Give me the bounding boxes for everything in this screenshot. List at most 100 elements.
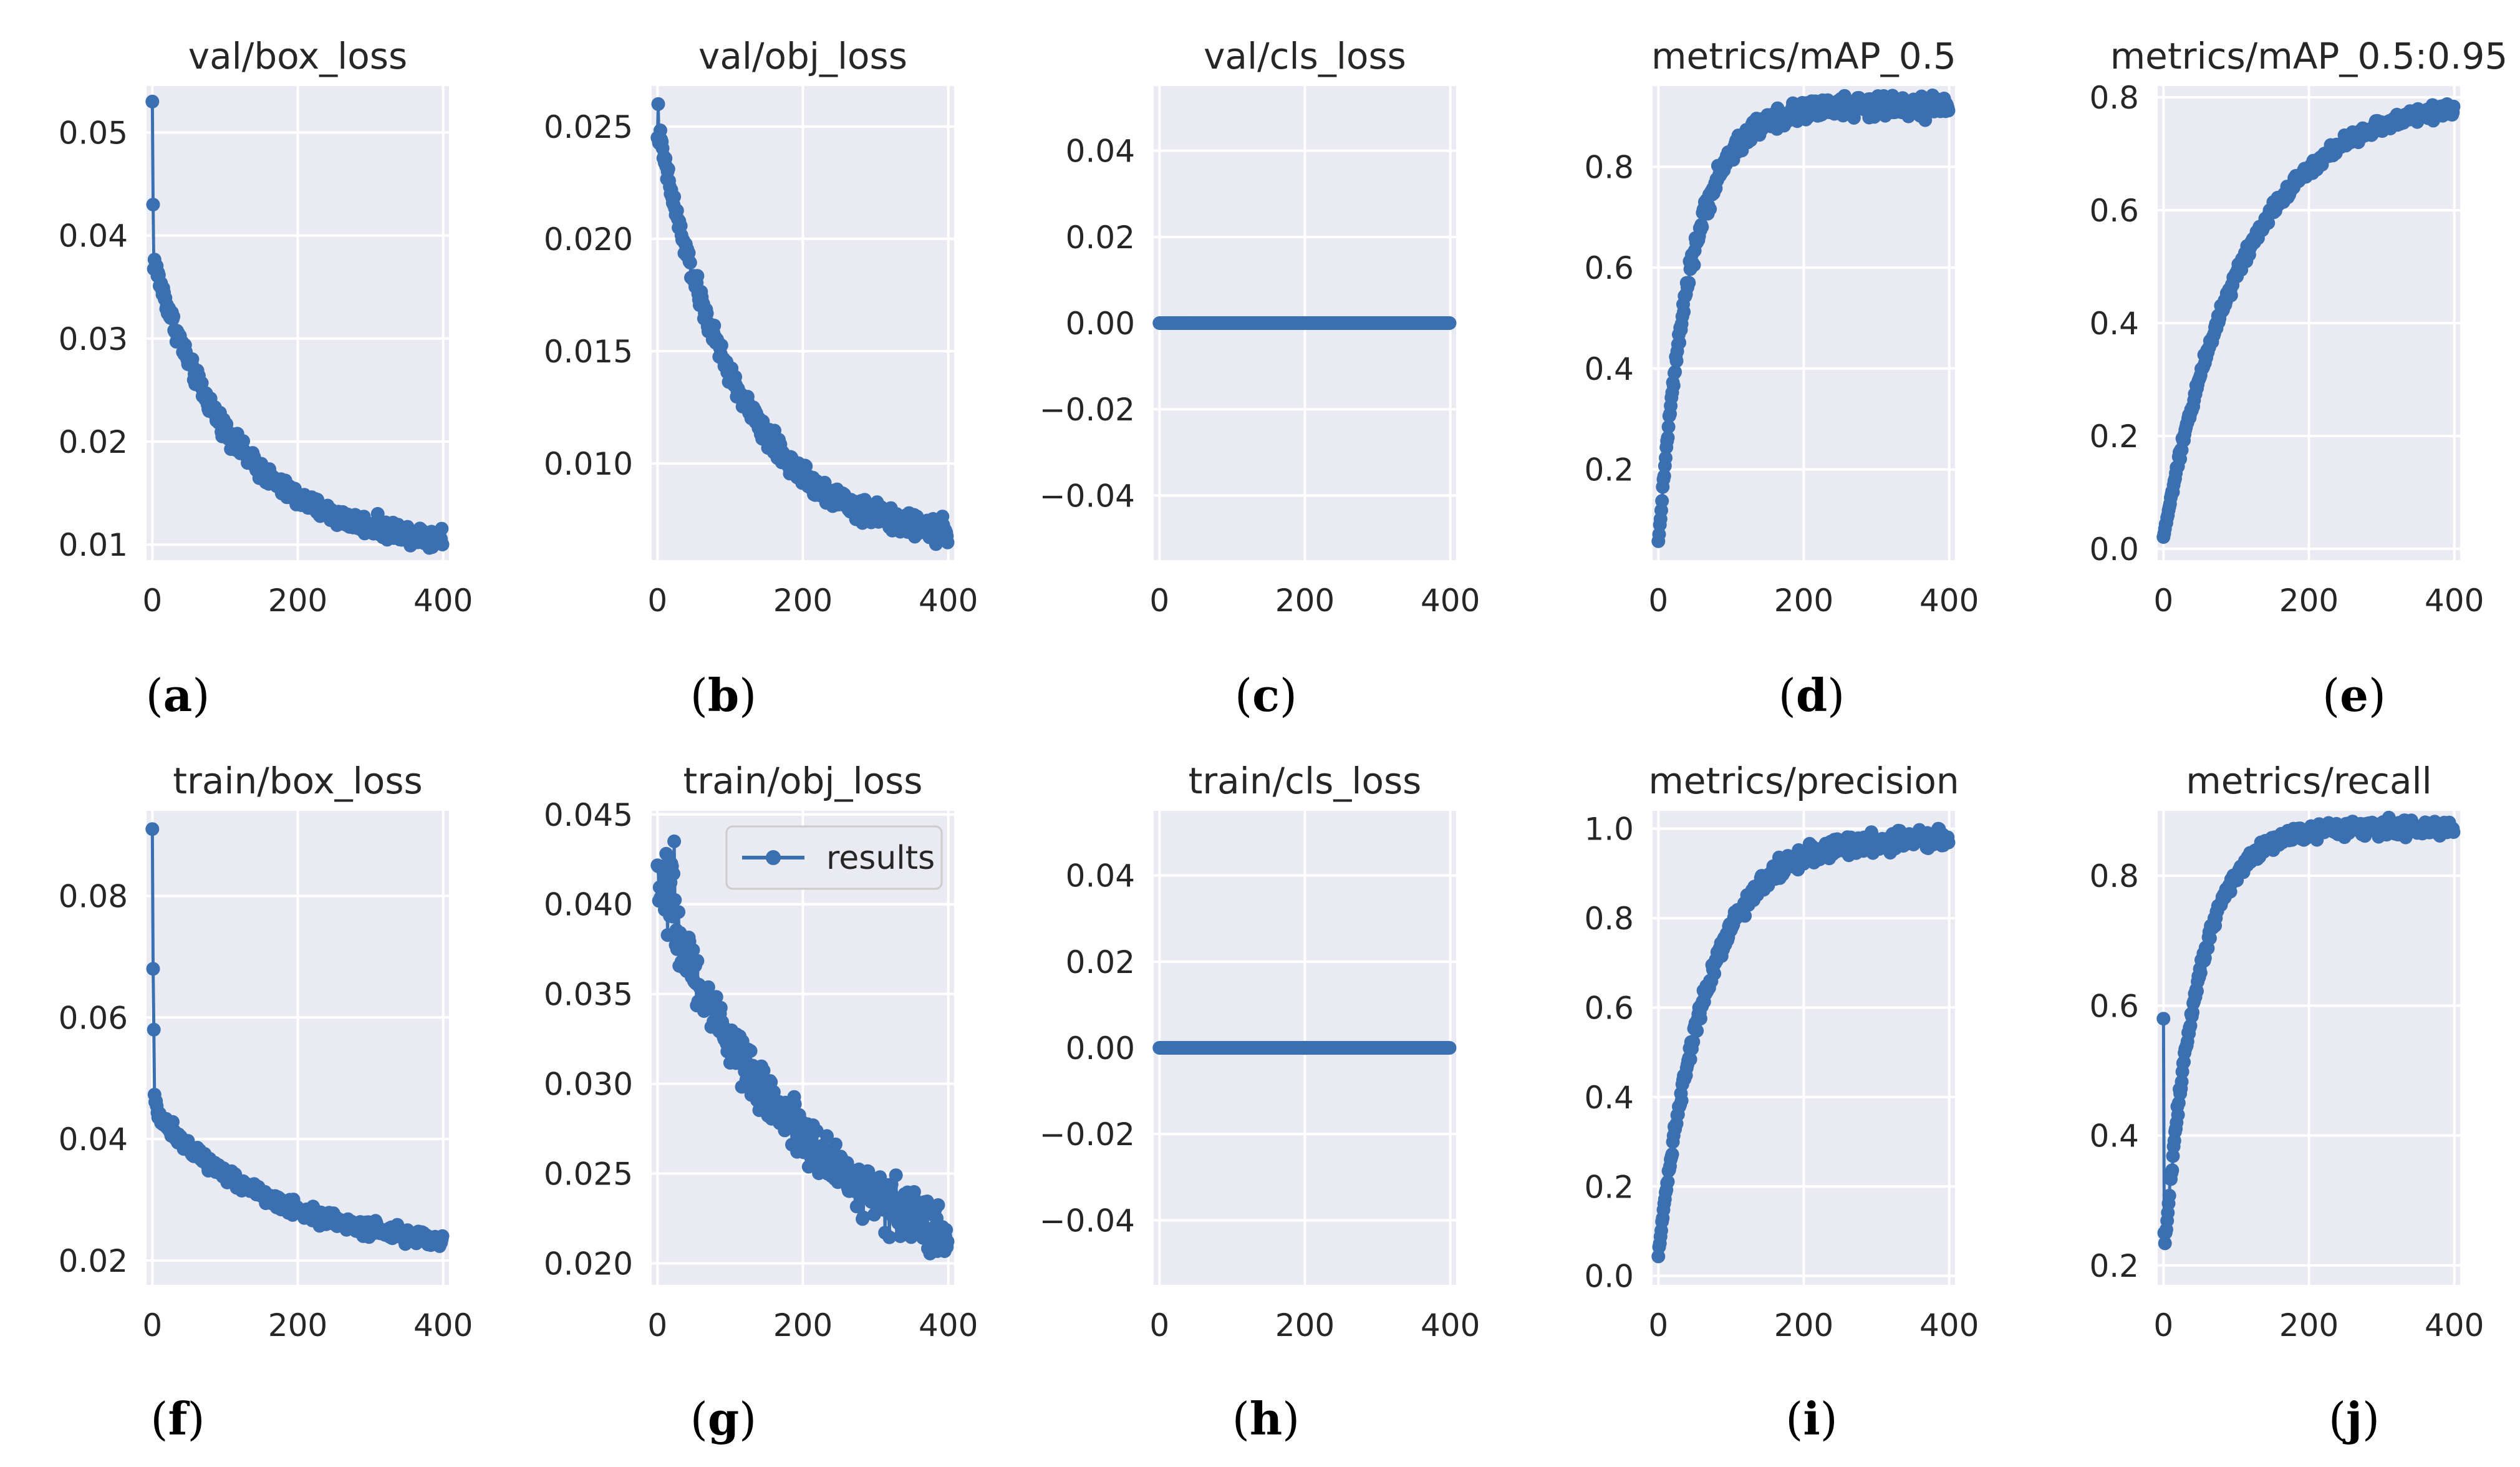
data-point: [1655, 494, 1669, 508]
data-point: [146, 198, 160, 211]
y-tick-label: 0.04: [1066, 133, 1135, 170]
data-point: [1674, 1093, 1689, 1108]
y-tick-label: 0.035: [544, 977, 633, 1013]
y-tick-label: −0.04: [1040, 478, 1135, 514]
y-tick-label: 0.04: [59, 218, 128, 254]
data-point: [2446, 825, 2461, 840]
y-tick-label: 0.01: [59, 527, 128, 563]
subplot-a: val/box_loss 0 200 400 0.01 0.02 0.03 0.04 0.05 (…: [59, 35, 473, 722]
y-tick-label: 0.2: [1584, 452, 1634, 488]
data-point: [713, 1000, 728, 1015]
y-tick-label: 0.02: [59, 1243, 128, 1279]
data-point: [147, 1022, 161, 1037]
data-point: [1677, 304, 1691, 319]
x-tick-label: 0: [1149, 1307, 1169, 1344]
data-point: [145, 822, 160, 836]
x-tick-label: 400: [2425, 1307, 2484, 1344]
y-tick-label: 0.015: [544, 334, 633, 370]
chart-title: val/cls_loss: [1204, 35, 1406, 77]
x-tick-label: 0: [142, 583, 162, 619]
data-point: [2175, 1075, 2189, 1089]
data-point: [1657, 469, 1671, 483]
x-tick-label: 400: [1919, 1307, 1979, 1344]
y-tick-label: 0.8: [1584, 901, 1634, 937]
series-markers: [1152, 1041, 1457, 1055]
data-point: [1683, 1052, 1697, 1067]
subplot-g: train/obj_loss 0 200 400 0.020 0.025 0.030 0.03…: [544, 760, 978, 1445]
data-point: [1738, 909, 1752, 923]
legend-marker: [766, 850, 781, 865]
y-tick-label: 0.00: [1066, 1030, 1135, 1067]
legend-label: results: [826, 840, 935, 877]
data-point: [1690, 1024, 1704, 1038]
data-point: [1941, 104, 1956, 118]
x-tick-label: 0: [647, 583, 667, 619]
y-tick-label: 0.05: [59, 115, 128, 151]
data-point: [1687, 258, 1701, 272]
x-tick-label: 200: [1275, 1307, 1335, 1344]
y-tick-label: 0.2: [1584, 1169, 1634, 1205]
y-tick-label: 0.2: [2089, 419, 2139, 455]
chart-title: val/box_loss: [188, 35, 407, 77]
data-point: [2158, 1236, 2172, 1251]
y-tick-label: 0.8: [2089, 80, 2139, 116]
y-tick-label: 0.04: [1066, 858, 1135, 894]
y-tick-label: 0.02: [59, 424, 128, 460]
data-point: [714, 338, 728, 352]
data-point: [1442, 316, 1457, 330]
y-tick-label: 0.4: [2089, 1118, 2139, 1155]
y-tick-label: 0.06: [59, 1000, 128, 1036]
data-point: [145, 94, 160, 109]
y-tick-label: −0.02: [1040, 1116, 1135, 1153]
data-point: [686, 943, 700, 957]
y-tick-label: 0.8: [2089, 858, 2139, 894]
x-tick-label: 200: [268, 583, 327, 619]
data-point: [661, 162, 675, 176]
chart-title: metrics/mAP_0.5: [1651, 35, 1956, 77]
x-tick-label: 0: [2153, 583, 2173, 619]
data-point: [939, 1222, 953, 1237]
data-point: [2156, 1012, 2171, 1026]
data-point: [1918, 113, 1933, 127]
y-tick-label: 0.6: [1584, 250, 1634, 286]
series-markers: [650, 834, 955, 1261]
x-tick-label: 200: [2279, 583, 2339, 619]
data-point: [1661, 1174, 1675, 1189]
chart-title: val/obj_loss: [698, 35, 907, 77]
data-point: [2446, 99, 2461, 114]
y-tick-label: 0.08: [59, 878, 128, 914]
x-tick-label: 0: [142, 1307, 162, 1344]
data-point: [690, 954, 705, 968]
chart-title: metrics/precision: [1648, 760, 1959, 802]
subplot-b: val/obj_loss 0 200 400 0.010 0.015 0.020 0.025 (…: [544, 35, 978, 722]
x-tick-label: 400: [2425, 583, 2484, 619]
data-point: [2165, 1163, 2180, 1178]
subplot-j: metrics/recall 0 200 400 0.2 0.4 0.6 0.8 (j): [2089, 760, 2484, 1445]
data-point: [889, 1168, 903, 1183]
panel-label: (i): [1785, 1392, 1838, 1445]
data-point: [1693, 1012, 1707, 1026]
subplot-c: val/cls_loss 0 200 400 −0.04 −0.02 0.00 0.02 0.0…: [1040, 35, 1480, 722]
x-tick-label: 400: [919, 1307, 978, 1344]
y-tick-label: −0.02: [1040, 392, 1135, 428]
data-point: [667, 834, 682, 848]
x-tick-label: 0: [1149, 583, 1169, 619]
data-point: [651, 97, 665, 111]
data-point: [931, 1198, 945, 1212]
subplot-f: train/box_loss 0 200 400 0.02 0.04 0.06 0.08 (f): [59, 760, 473, 1445]
chart-title: train/obj_loss: [683, 760, 923, 802]
y-tick-label: 0.02: [1066, 944, 1135, 980]
data-point: [435, 521, 449, 536]
panel-label: (a): [146, 669, 210, 722]
data-point: [1666, 379, 1681, 393]
data-point: [2171, 1108, 2185, 1122]
y-tick-label: 0.03: [59, 321, 128, 357]
y-tick-label: 0.04: [59, 1121, 128, 1158]
data-point: [809, 1124, 824, 1138]
chart-title: train/cls_loss: [1189, 760, 1422, 802]
data-point: [2193, 966, 2208, 980]
y-tick-label: 0.0: [1584, 1259, 1634, 1295]
data-point: [820, 1129, 834, 1143]
x-tick-label: 200: [1275, 583, 1335, 619]
